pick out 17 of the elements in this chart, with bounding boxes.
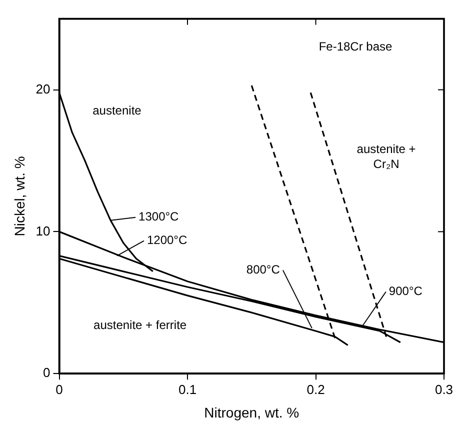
y-axis-title: Nickel, wt. % xyxy=(11,156,28,236)
annotation: austenite xyxy=(92,103,142,118)
x-tick-label: 0.1 xyxy=(178,382,197,397)
annotation: Fe-18Cr base xyxy=(318,39,393,54)
x-tick-label: 0.2 xyxy=(306,382,325,397)
annotation: austenite + Cr₂N xyxy=(356,142,416,171)
y-tick-label: 20 xyxy=(36,81,50,96)
annotation: 800°C xyxy=(246,262,280,276)
x-tick-label: 0.3 xyxy=(434,382,454,397)
y-tick-label: 0 xyxy=(43,365,50,380)
y-tick-label: 10 xyxy=(36,223,50,238)
annotation: 1300°C xyxy=(138,210,180,224)
annotation: 1200°C xyxy=(146,233,188,248)
annotation: austenite + ferrite xyxy=(94,318,187,332)
annotation: 900°C xyxy=(388,284,423,298)
x-tick-label: 0 xyxy=(56,382,63,397)
x-axis-title: Nitrogen, wt. % xyxy=(204,404,300,420)
